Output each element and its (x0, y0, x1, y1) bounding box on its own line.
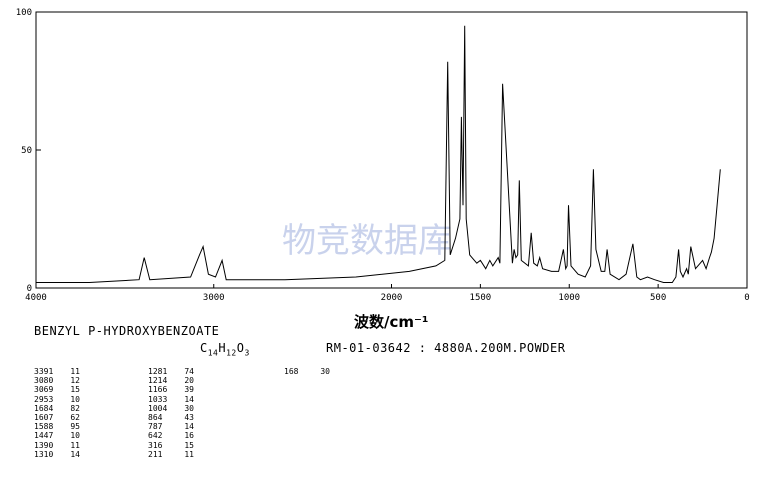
peak-wavenumber: 211 (148, 449, 163, 459)
spectrum-line (36, 25, 721, 283)
peak-row: 1214 20 (148, 376, 194, 385)
y-tick-label: 0 (27, 284, 32, 294)
peak-intensity: 74 (184, 367, 194, 376)
x-tick-label: 2000 (381, 293, 403, 303)
peak-wavenumber: 1033 (148, 394, 168, 404)
y-tick-label: 50 (21, 146, 32, 156)
peak-intensity: 11 (70, 367, 80, 376)
peak-row: 1588 95 (34, 422, 80, 431)
peak-intensity: 16 (184, 431, 194, 441)
peak-intensity: 14 (70, 449, 80, 459)
watermark: 物竞数据库 (282, 221, 452, 261)
peak-intensity: 15 (184, 440, 194, 450)
peak-wavenumber: 1310 (34, 449, 54, 459)
peak-row: 316 15 (148, 441, 194, 450)
peak-wavenumber: 1684 (34, 403, 54, 413)
peak-row: 211 11 (148, 450, 194, 459)
spectrum-chart: 物竞数据库 0 50 100 4000 3000 2000 1500 1000 500 0 波数… (16, 8, 750, 331)
peak-row: 1607 62 (34, 413, 80, 422)
peak-column-1: 3391 11 3080 12 3069 15 2953 10 1684 82 1607 62 1588… (34, 367, 80, 459)
peak-wavenumber: 168 (284, 367, 299, 376)
peak-wavenumber: 864 (148, 412, 163, 422)
peak-row: 2953 10 (34, 395, 80, 404)
peak-wavenumber: 2953 (34, 394, 54, 404)
peak-intensity: 11 (70, 440, 80, 450)
peak-row: 3069 15 (34, 385, 80, 394)
peak-intensity: 62 (70, 412, 80, 422)
peak-wavenumber: 1166 (148, 385, 168, 395)
peak-row: 642 16 (148, 431, 194, 440)
peak-row: 3391 11 (34, 367, 80, 376)
peak-row: 1447 10 (34, 431, 80, 440)
peak-column-2: 1281 74 1214 20 1166 39 1033 14 1004 30 864 43 787 14… (148, 367, 194, 459)
peak-row: 1033 14 (148, 395, 194, 404)
peak-intensity: 10 (70, 431, 80, 441)
peak-row: 1166 39 (148, 385, 194, 394)
x-tick-label: 0 (744, 293, 749, 303)
y-axis: 0 50 100 (16, 8, 41, 294)
peak-wavenumber: 316 (148, 440, 163, 450)
peak-intensity: 39 (184, 385, 194, 395)
peak-intensity: 11 (184, 449, 194, 459)
y-tick-label: 100 (16, 8, 32, 18)
peak-wavenumber: 1390 (34, 440, 54, 450)
compound-name: BENZYL P-HYDROXYBENZOATE (34, 324, 220, 338)
x-tick-label: 500 (650, 293, 666, 303)
peak-intensity: 14 (184, 394, 194, 404)
peak-wavenumber: 1607 (34, 412, 54, 422)
peak-intensity: 15 (70, 385, 80, 395)
peak-wavenumber: 642 (148, 431, 163, 441)
peak-wavenumber: 1214 (148, 376, 168, 386)
peak-intensity: 30 (320, 367, 330, 376)
peak-column-3: 168 30 (284, 367, 330, 376)
x-axis-label: 波数/cm⁻¹ (354, 313, 429, 331)
peak-row: 1390 11 (34, 441, 80, 450)
x-tick-label: 1000 (558, 293, 580, 303)
peak-wavenumber: 3391 (34, 367, 54, 376)
peak-row: 1004 30 (148, 404, 194, 413)
peak-wavenumber: 1004 (148, 403, 168, 413)
x-tick-label: 3000 (203, 293, 225, 303)
peak-intensity: 20 (184, 376, 194, 386)
peak-row: 1684 82 (34, 404, 80, 413)
peak-row: 1310 14 (34, 450, 80, 459)
peak-intensity: 12 (70, 376, 80, 386)
peak-wavenumber: 3069 (34, 385, 54, 395)
peak-row: 1281 74 (148, 367, 194, 376)
peak-wavenumber: 1588 (34, 422, 54, 432)
peak-intensity: 14 (184, 422, 194, 432)
peak-row: 3080 12 (34, 376, 80, 385)
peak-row: 168 30 (284, 367, 330, 376)
peak-intensity: 82 (70, 403, 80, 413)
x-tick-label: 4000 (25, 293, 47, 303)
molecular-formula: C14H12O3 (200, 341, 250, 358)
x-tick-label: 1500 (470, 293, 492, 303)
peak-wavenumber: 1447 (34, 431, 54, 441)
peak-wavenumber: 787 (148, 422, 163, 432)
peak-intensity: 30 (184, 403, 194, 413)
reference-info: RM-01-03642 : 4880A.200M.POWDER (326, 341, 566, 355)
peak-row: 864 43 (148, 413, 194, 422)
peak-intensity: 10 (70, 394, 80, 404)
peak-row: 787 14 (148, 422, 194, 431)
peak-intensity: 95 (70, 422, 80, 432)
peak-wavenumber: 1281 (148, 367, 168, 376)
peak-intensity: 43 (184, 412, 194, 422)
x-axis: 4000 3000 2000 1500 1000 500 0 (25, 284, 750, 303)
peak-wavenumber: 3080 (34, 376, 54, 386)
